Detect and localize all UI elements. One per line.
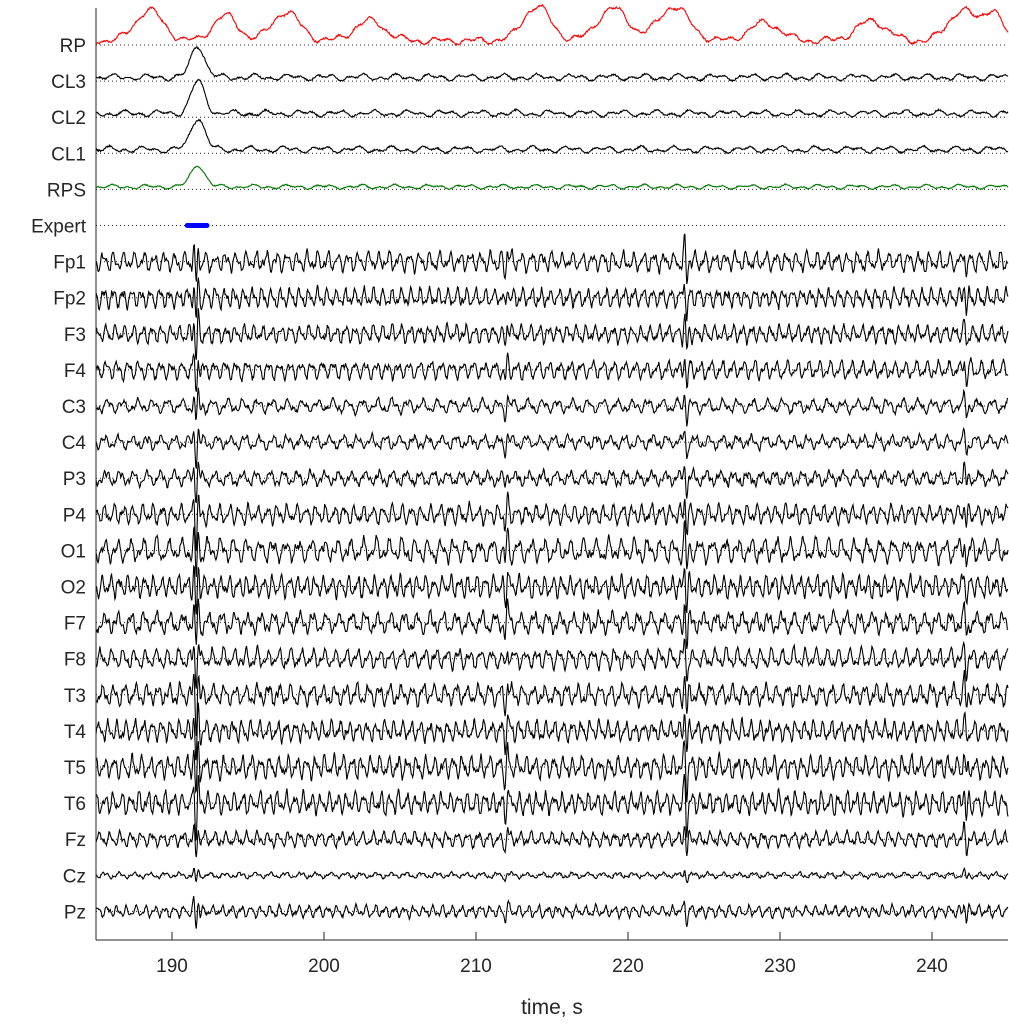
channel-label-pz: Pz bbox=[64, 902, 86, 923]
channel-label-rps: RPS bbox=[47, 180, 86, 201]
trace-t3 bbox=[95, 669, 1009, 737]
channel-label-cl1: CL1 bbox=[51, 144, 86, 165]
channel-label-f7: F7 bbox=[64, 614, 86, 635]
channel-label-c4: C4 bbox=[62, 433, 87, 454]
channel-label-p3: P3 bbox=[63, 469, 86, 490]
channel-label-cl3: CL3 bbox=[51, 72, 86, 93]
channel-label-cl2: CL2 bbox=[51, 108, 86, 129]
x-tick-label-210: 210 bbox=[460, 956, 492, 977]
x-tick-label-200: 200 bbox=[308, 956, 340, 977]
trace-f3 bbox=[95, 308, 1009, 360]
x-tick-label-190: 190 bbox=[156, 956, 188, 977]
channel-label-fp1: Fp1 bbox=[53, 253, 86, 274]
trace-pz bbox=[95, 895, 1009, 929]
channel-label-t4: T4 bbox=[64, 722, 87, 743]
trace-p4 bbox=[95, 491, 1009, 551]
trace-cl2 bbox=[95, 78, 1009, 119]
channel-label-expert: Expert bbox=[31, 217, 87, 238]
trace-p3 bbox=[95, 461, 1009, 504]
channel-label-fz: Fz bbox=[65, 830, 86, 851]
trace-t4 bbox=[95, 702, 1009, 761]
trace-rps bbox=[95, 165, 1009, 191]
x-tick-label-240: 240 bbox=[916, 956, 948, 977]
trace-cl3 bbox=[95, 46, 1009, 83]
x-tick-label-230: 230 bbox=[764, 956, 796, 977]
x-ticks: 190 200 210 220 230 240 bbox=[156, 932, 948, 977]
trace-o1 bbox=[95, 520, 1009, 577]
channel-label-f4: F4 bbox=[64, 361, 87, 382]
trace-rp bbox=[95, 3, 1009, 47]
channel-label-t3: T3 bbox=[64, 686, 86, 707]
channel-label-cz: Cz bbox=[63, 866, 86, 887]
channel-label-o1: O1 bbox=[61, 541, 86, 562]
trace-cl1 bbox=[95, 118, 1009, 155]
trace-f4 bbox=[95, 352, 1009, 392]
x-tick-label-220: 220 bbox=[612, 956, 644, 977]
channel-label-t6: T6 bbox=[64, 794, 86, 815]
trace-o2 bbox=[95, 564, 1009, 615]
channel-label-p4: P4 bbox=[63, 505, 87, 526]
trace-fz bbox=[95, 821, 1009, 858]
channel-label-c3: C3 bbox=[62, 397, 86, 418]
channel-label-rp: RP bbox=[60, 36, 86, 57]
trace-f8 bbox=[95, 638, 1009, 689]
trace-c4 bbox=[95, 426, 1009, 469]
channel-label-o2: O2 bbox=[61, 578, 86, 599]
channel-labels: RP CL3 CL2 CL1 RPS Expert Fp1 Fp2 F3 F4 C3 C4 P3 P4 O1… bbox=[31, 36, 87, 923]
channel-label-t5: T5 bbox=[64, 758, 86, 779]
channel-label-f8: F8 bbox=[64, 650, 86, 671]
axes bbox=[95, 8, 1008, 941]
trace-fp2 bbox=[95, 277, 1009, 322]
trace-fp1 bbox=[95, 233, 1009, 285]
trace-cz bbox=[95, 866, 1009, 884]
trace-t6 bbox=[95, 774, 1009, 842]
x-axis-label: time, s bbox=[521, 996, 583, 1019]
trace-c3 bbox=[95, 387, 1009, 427]
channel-label-fp2: Fp2 bbox=[53, 289, 86, 310]
trace-t5 bbox=[95, 739, 1009, 803]
channel-traces bbox=[95, 3, 1009, 929]
channel-label-f3: F3 bbox=[64, 325, 86, 346]
trace-f7 bbox=[95, 597, 1009, 650]
